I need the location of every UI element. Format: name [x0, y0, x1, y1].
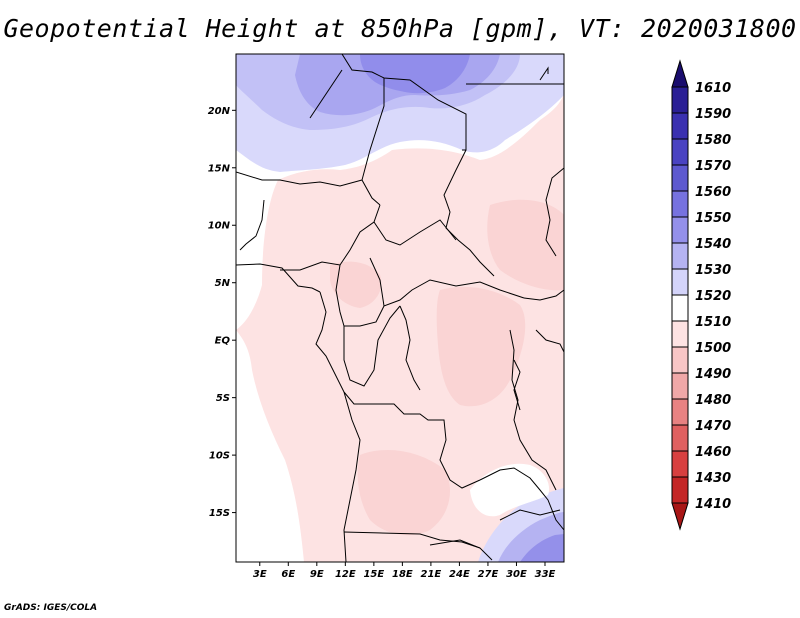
lon-tick-label: 30E [506, 569, 527, 580]
colorbar-level-label: 1530 [695, 263, 731, 278]
border-botswana [429, 539, 493, 561]
river-congo [399, 305, 421, 391]
colorbar-segment [671, 476, 689, 504]
colorbar-level-label: 1410 [695, 497, 731, 512]
colorbar-segment [671, 112, 689, 140]
lat-tick-label: EQ [215, 336, 231, 347]
border-algeria-niger [309, 69, 343, 119]
border-niger-nigeria [236, 171, 363, 187]
border-chad-car [373, 219, 457, 246]
colorbar-level-label: 1560 [695, 185, 731, 200]
lat-tick-label: 10N [208, 221, 231, 232]
lat-tick-label: 15S [209, 508, 230, 519]
border-angola-drc [343, 391, 481, 489]
lon-tick-label: 27E [478, 569, 499, 580]
field-1550-north [360, 54, 470, 94]
colorbar-segment [671, 502, 689, 531]
colorbar-level-label: 1590 [695, 107, 731, 122]
border-ethiopia [545, 167, 564, 257]
lake-tanganyika [513, 359, 521, 411]
field-1540-southeast [520, 534, 564, 562]
lat-tick-label: 20N [208, 106, 231, 117]
colorbar-segment [671, 242, 689, 270]
lat-tick-label: 15N [208, 163, 231, 174]
border-sudan-south [523, 289, 564, 301]
colorbar-level-label: 1610 [695, 81, 731, 96]
colorbar-level-label: 1550 [695, 211, 731, 226]
colorbar-segment [671, 138, 689, 166]
colorbar-level-label: 1510 [695, 315, 731, 330]
border-libya-chad-niger [341, 54, 467, 151]
colorbar-segment [671, 424, 689, 452]
colorbar-level-label: 1570 [695, 159, 731, 174]
lat-tick-label: 5N [215, 278, 231, 289]
colorbar-segment [671, 164, 689, 192]
boundaries [236, 54, 564, 562]
colorbar-level-label: 1520 [695, 289, 731, 304]
colorbar-segment [671, 59, 689, 88]
border-congo [343, 305, 401, 387]
colorbar-level-label: 1540 [695, 237, 731, 252]
colorbar-level-label: 1490 [695, 367, 731, 382]
colorbar-segment [671, 294, 689, 322]
border-nigeria-cameroon [280, 204, 381, 271]
colorbar-segment [671, 398, 689, 426]
lon-tick-label: 6E [281, 569, 295, 580]
colorbar: 1610 1590 1580 1570 1560 1550 1540 1530 1520 1510… [671, 59, 731, 531]
lon-tick-label: 12E [335, 569, 356, 580]
colorbar-level-label: 1470 [695, 419, 731, 434]
lon-tick-label: 9E [310, 569, 324, 580]
colorbar-segment [671, 450, 689, 478]
colorbar-segment [671, 86, 689, 114]
latitude-axis: 20N 15N 10N 5N EQ 5S 10S 15S [208, 106, 236, 519]
colorbar-segment [671, 268, 689, 296]
lon-tick-label: 33E [535, 569, 556, 580]
field-1490-west [330, 261, 382, 308]
lat-tick-label: 5S [216, 393, 230, 404]
lon-tick-label: 21E [421, 569, 442, 580]
border-zimbabwe [499, 509, 561, 521]
coast-gulf-guinea [236, 263, 321, 293]
border-car-drc [369, 257, 525, 307]
colorbar-level-label: 1580 [695, 133, 731, 148]
colorbar-segment [671, 320, 689, 348]
colorbar-segment [671, 372, 689, 400]
field-1490-south [357, 450, 450, 536]
colorbar-level-label: 1430 [695, 471, 731, 486]
colorbar-level-label: 1500 [695, 341, 731, 356]
lake-victoria [535, 329, 564, 353]
lon-tick-label: 15E [363, 569, 384, 580]
lat-tick-label: 10S [209, 451, 230, 462]
border-westafrica [239, 199, 265, 251]
colorbar-segment [671, 346, 689, 374]
border-niger-chad [361, 78, 385, 206]
field-1510-southeast [470, 463, 550, 517]
coast-gabon-congo [315, 291, 345, 393]
coast-angola [343, 391, 361, 562]
lon-tick-label: 18E [392, 569, 413, 580]
lon-tick-label: 3E [253, 569, 267, 580]
colorbar-segment [671, 216, 689, 244]
field-1510-patch [236, 176, 272, 208]
colorbar-level-label: 1480 [695, 393, 731, 408]
border-east-drc [509, 329, 557, 491]
height-field [236, 54, 564, 562]
coast-sinai [539, 66, 549, 81]
chart-title: Geopotential Height at 850hPa [gpm], VT:… [3, 14, 797, 43]
colorbar-level-label: 1460 [695, 445, 731, 460]
map-frame [235, 53, 565, 563]
lon-tick-label: 24E [449, 569, 470, 580]
grads-credit: GrADS: IGES/COLA [4, 603, 98, 613]
colorbar-segment [671, 190, 689, 218]
field-1490-east [487, 199, 564, 291]
border-zambia [479, 467, 564, 531]
border-angola-namibia [343, 531, 481, 549]
field-1510-southwest [236, 330, 304, 562]
longitude-axis: 3E 6E 9E 12E 15E 18E 21E 24E 27E 30E 33E [253, 562, 556, 580]
field-1490-central [436, 286, 526, 407]
